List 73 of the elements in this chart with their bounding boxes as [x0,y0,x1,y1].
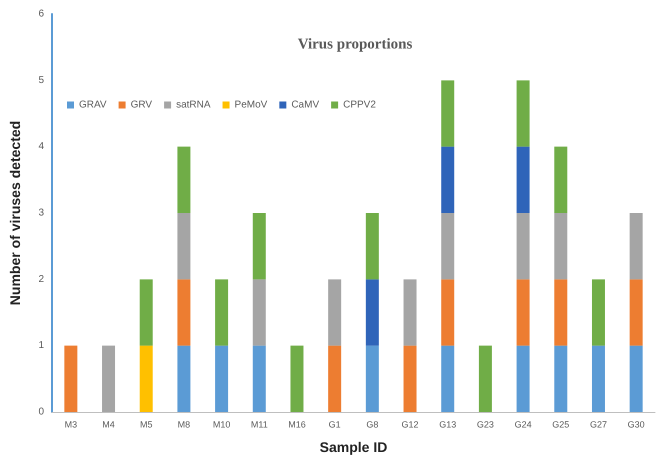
bar [630,346,643,412]
bar [102,346,116,412]
bar [366,346,379,412]
bar [140,346,153,412]
legend-label: satRNA [176,100,211,110]
y-tick-label: 3 [38,208,44,218]
bar [328,346,342,412]
bar [554,279,568,346]
bar [177,146,190,213]
bar [252,213,266,280]
bar [366,279,379,346]
bar [478,346,492,412]
bar [404,279,417,346]
bar [630,213,643,280]
bar [64,346,78,412]
bar [592,279,605,346]
y-axis-title: Number of viruses detected [7,120,23,306]
y-tick-label: 2 [38,274,44,285]
y-tick-label: 5 [38,74,44,86]
x-tick-label: G13 [439,420,456,430]
x-tick-label: G30 [628,420,645,430]
bar [592,346,605,412]
x-tick-label: G27 [590,420,607,430]
x-tick-label: M5 [140,420,152,430]
bar [554,213,568,280]
x-tick-label: M8 [178,420,190,430]
bar [554,346,568,412]
x-tick-label: G12 [402,420,419,430]
bar [441,80,454,147]
legend-label: GRAV [79,100,107,110]
bar [441,279,454,346]
bar [290,346,304,412]
bar [554,146,568,213]
bar [252,346,266,412]
y-tick-label: 1 [38,340,44,352]
legend-label: GRV [130,100,152,110]
bar [516,346,530,412]
bar [215,346,228,412]
bar [441,146,454,213]
bar [215,279,228,346]
x-tick-label: M4 [102,420,115,430]
x-tick-label: G1 [328,420,341,430]
bar [516,80,530,147]
bar [366,213,379,280]
legend-label: CPPV2 [343,100,376,110]
x-tick-label: M3 [64,420,78,430]
bar [177,213,190,280]
legend-label: CaMV [291,100,320,110]
bar [516,279,530,346]
x-tick-label: M10 [212,420,230,430]
y-tick-label: 4 [38,141,44,152]
bar [630,279,643,346]
x-tick-label: M11 [250,420,268,430]
bar [177,346,190,412]
y-tick-label: 0 [38,406,44,418]
x-tick-label: G25 [552,420,570,430]
x-tick-label: G24 [514,420,532,430]
bar [404,346,417,412]
bar [441,346,454,412]
x-tick-label: G23 [476,420,494,430]
x-axis-title: Sample ID [320,439,388,455]
bar [252,279,266,346]
bar [516,213,530,280]
x-tick-label: G8 [366,420,378,430]
text: Virus proportions [298,36,412,52]
bar [140,279,153,346]
y-tick-label: 6 [38,8,44,20]
bar [516,146,530,213]
bar [441,213,454,280]
bar [177,279,190,346]
legend-label: PeMoV [234,100,268,110]
bar [328,279,342,346]
x-tick-label: M16 [288,420,306,430]
